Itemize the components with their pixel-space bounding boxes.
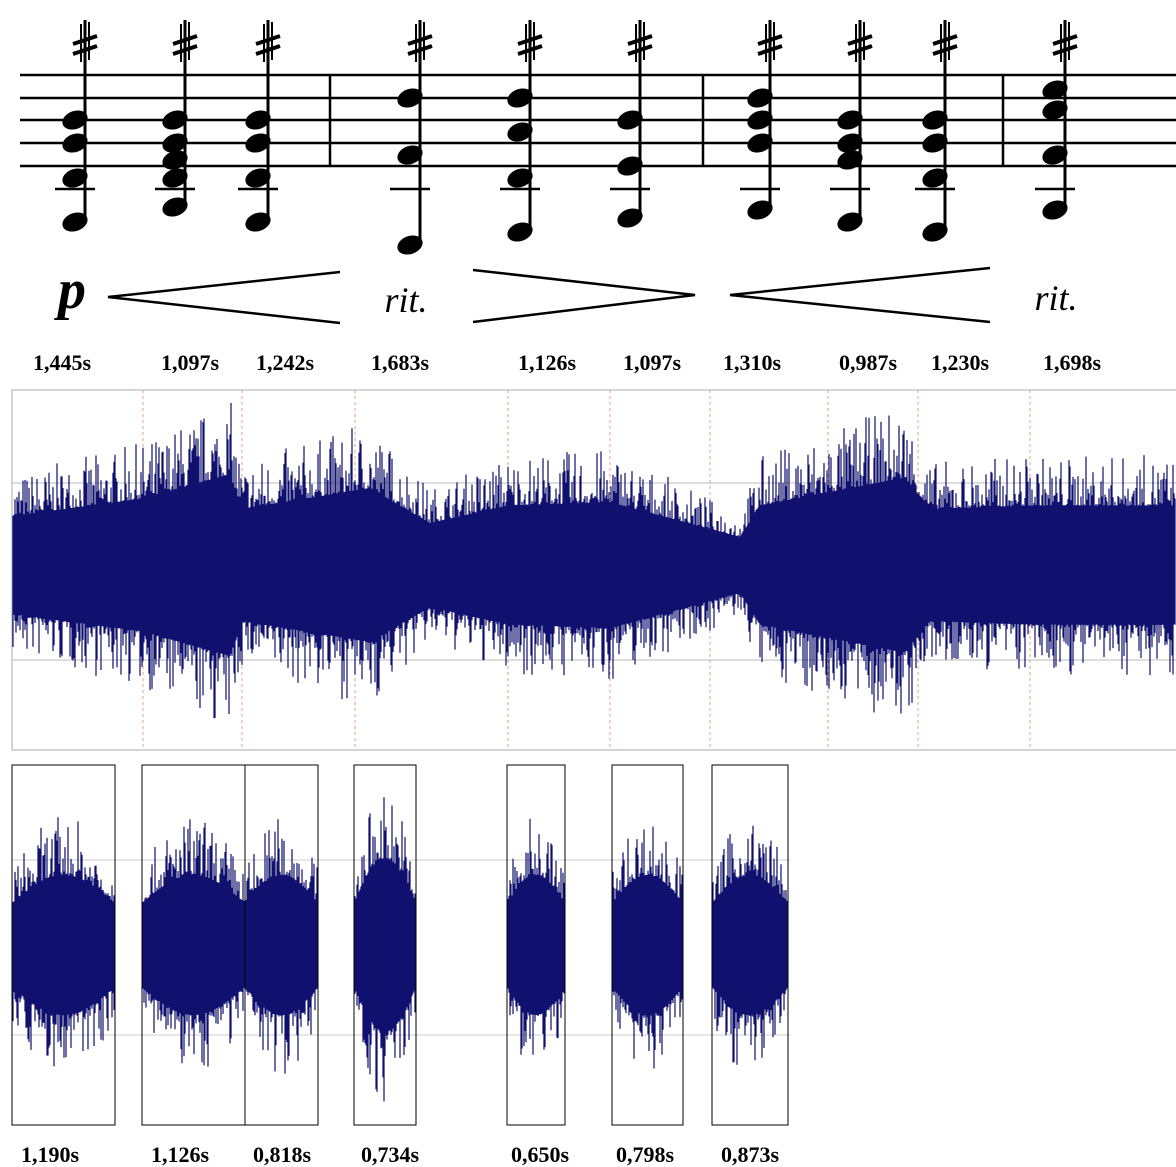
duration-labels: 1,445s 1,097s 1,242s 1,683s 1,126s 1,097s 1,31… (33, 350, 1102, 375)
waveform-trace (13, 403, 1175, 718)
page: p rit. rit. 1,445s 1,097s 1,242s 1,683s 1,12… (0, 0, 1176, 1167)
hairpins (108, 268, 990, 323)
segment-waveform (613, 827, 682, 1069)
segment-waveform (246, 819, 317, 1073)
duration-label: 1,310s (723, 350, 782, 375)
segment-waveform (13, 817, 114, 1066)
duration-label: 1,190s (21, 1142, 80, 1167)
duration-label: 1,445s (33, 350, 92, 375)
duration-label: 0,650s (511, 1142, 570, 1167)
tempo-mark: rit. (1034, 278, 1077, 318)
dynamic-mark: p (54, 259, 86, 321)
waveform (13, 390, 1175, 750)
segment-waveform (713, 826, 787, 1065)
duration-label: 0,987s (839, 350, 898, 375)
duration-label: 1,097s (161, 350, 220, 375)
segment-waveform (355, 797, 415, 1101)
duration-label: 1,683s (371, 350, 430, 375)
duration-label: 0,873s (721, 1142, 780, 1167)
duration-label: 1,242s (256, 350, 315, 375)
duration-label: 1,126s (518, 350, 577, 375)
duration-label: 0,734s (361, 1142, 420, 1167)
duration-label: 1,126s (151, 1142, 210, 1167)
tempo-mark: rit. (384, 280, 427, 320)
duration-label: 1,097s (623, 350, 682, 375)
duration-label: 1,698s (1043, 350, 1102, 375)
duration-label: 0,818s (253, 1142, 312, 1167)
duration-label: 1,230s (931, 350, 990, 375)
duration-label: 0,798s (616, 1142, 675, 1167)
staff (20, 75, 1176, 166)
segment-waveform (143, 819, 244, 1066)
chords (55, 20, 1077, 258)
duration-labels: 1,190s 1,126s 0,818s 0,734s 0,650s 0,798s 0,87… (21, 1142, 780, 1167)
segment-waveforms (12, 765, 790, 1125)
segment-waveform (508, 819, 564, 1055)
